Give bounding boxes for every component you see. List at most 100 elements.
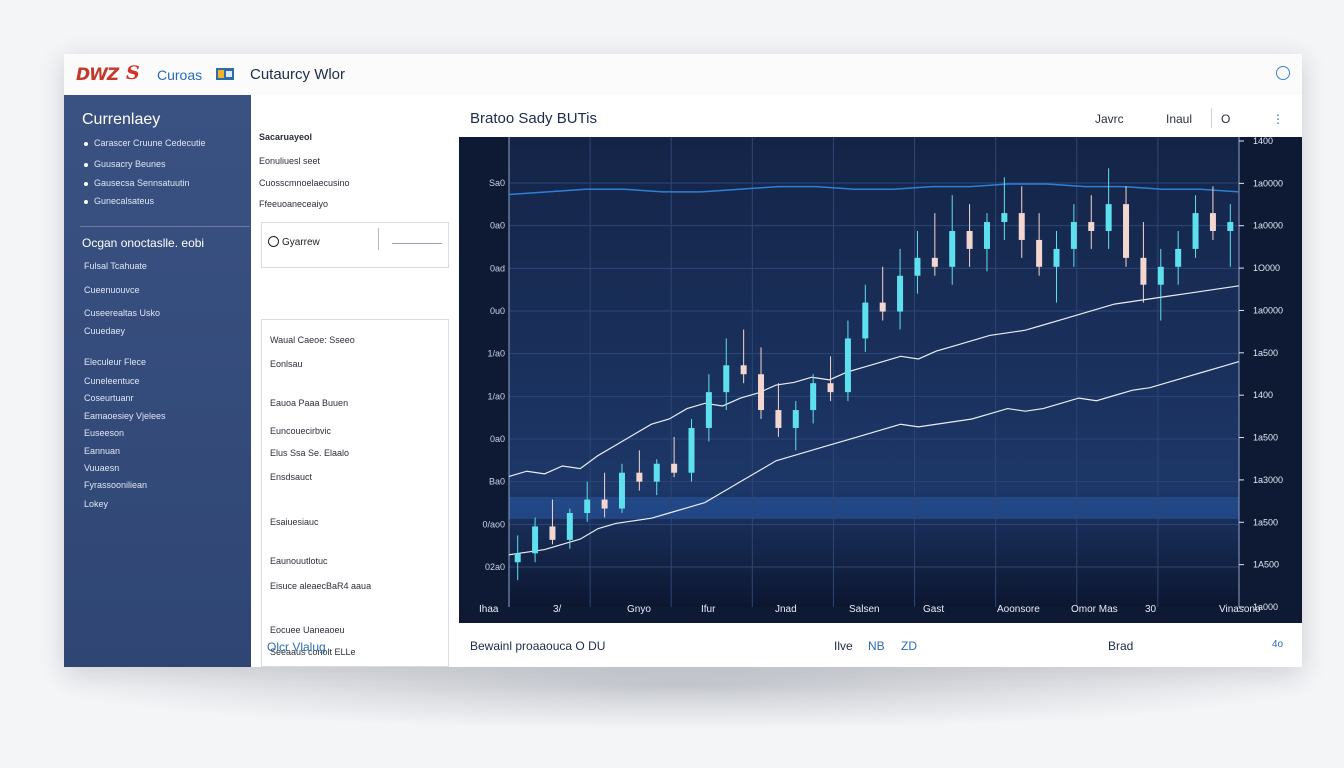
y-tick-label-left: 0a0	[490, 221, 505, 231]
candle-body	[601, 499, 608, 509]
list-item[interactable]: Ensdsauct	[270, 472, 313, 482]
list-item[interactable]: Eauoa Paaa Buuen	[270, 398, 349, 408]
candle-body	[1070, 222, 1077, 249]
y-tick-label-right: 1O000	[1253, 263, 1280, 273]
candle-body	[566, 513, 573, 540]
candle-body	[792, 410, 799, 428]
brand-name[interactable]: Curoas	[157, 67, 203, 83]
search-slider[interactable]	[392, 243, 442, 244]
y-tick-label-right: 1a500	[1253, 433, 1278, 443]
sidebar-item[interactable]: Carascer Cruune Cedecutie	[84, 138, 206, 148]
candle-body	[966, 231, 973, 249]
y-tick-label-left: 0ad	[490, 263, 505, 273]
bullet-icon	[84, 181, 88, 186]
panel-item[interactable]: Cuosscmnoelaecusino	[259, 178, 350, 188]
footer-item[interactable]: Brad	[1108, 639, 1134, 653]
sidebar-sub-item[interactable]: Cuseerealtas Usko	[84, 308, 161, 318]
main-area: Bratoo Sady BUTis Javrc Inaul O ⋮ Sa0 0a0…	[450, 95, 1302, 667]
list-item[interactable]: Elus Ssa Se. Elaalo	[270, 448, 350, 458]
series-line	[508, 360, 1240, 556]
sidebar-sub-item[interactable]: Fulsal Tcahuate	[84, 261, 147, 271]
chart-area[interactable]: Sa0 0a0 0ad 0u0 1/a0 1/a0 0a0 Ba0 0/ao0 02a0 1400 1…	[459, 136, 1302, 623]
sidebar-sub-item[interactable]: Eannuan	[84, 446, 121, 456]
header-more-icon[interactable]: ⋮	[1272, 112, 1284, 126]
list-item[interactable]: Eonlsau	[270, 359, 303, 369]
header-separator	[1211, 108, 1212, 128]
candle-body	[862, 302, 869, 339]
sidebar-sub-item[interactable]: Cuneleentuce	[84, 376, 140, 386]
sidebar-sub-item[interactable]: Vuuaesn	[84, 463, 120, 473]
candle-body	[1105, 204, 1112, 231]
panel-list: Waual Caeoe: Sseeo Eonlsau Eauoa Paaa Bu…	[261, 319, 449, 667]
x-tick-label: Ihaa	[479, 604, 499, 615]
search-text: Gyarrew	[282, 237, 320, 248]
sidebar-sub-item[interactable]: Cueenuouvce	[84, 285, 140, 295]
list-item[interactable]: Esaiuesiauc	[270, 517, 319, 527]
list-item[interactable]: Seeaaus conolt ELLe	[270, 647, 356, 657]
list-item[interactable]: Eocuee Uaneaoeu	[270, 625, 345, 635]
x-tick-label: 30	[1145, 604, 1157, 615]
list-item[interactable]: Euncouecirbvic	[270, 426, 332, 436]
candle-body	[705, 392, 712, 428]
x-tick-label: Vinasono	[1219, 604, 1261, 615]
candle-body	[618, 472, 625, 509]
sidebar-item[interactable]: Gausecsa Sennsatuutin	[84, 178, 190, 188]
candle-body	[671, 463, 678, 473]
user-circle-icon[interactable]	[1276, 66, 1290, 80]
search-input[interactable]: Gyarrew	[261, 222, 449, 268]
y-tick-label-left: 1/a0	[487, 391, 505, 401]
panel-item[interactable]: Eonuliuesl seet	[259, 156, 321, 166]
sidebar-sub-item[interactable]: Euseeson	[84, 428, 125, 438]
candle-body	[983, 222, 990, 249]
footer-item[interactable]: ZD	[901, 639, 917, 653]
y-tick-label-left: Sa0	[489, 178, 505, 188]
candle-body	[549, 526, 556, 540]
y-tick-label-right: 1a500	[1253, 348, 1278, 358]
footer-item[interactable]: NB	[868, 639, 885, 653]
sidebar-item-label: Gausecsa Sennsatuutin	[94, 178, 190, 188]
sidebar-sub-item[interactable]: Lokey	[84, 499, 109, 509]
sidebar-sub-item[interactable]: Cuuedaey	[84, 326, 126, 336]
candle-body	[1157, 266, 1164, 285]
candle-body	[1053, 248, 1060, 267]
footer-item[interactable]: 4o	[1272, 639, 1284, 650]
sidebar-item[interactable]: Gunecalsateus	[84, 196, 154, 206]
candle-body	[1209, 213, 1216, 231]
search-separator	[378, 228, 379, 250]
panel-item[interactable]: Ffeeuoaneceaiyo	[259, 199, 329, 209]
candle-body	[1001, 213, 1008, 223]
footer-item[interactable]: Ilve	[834, 639, 853, 653]
sidebar-sub-item[interactable]: Eleculeur Flece	[84, 357, 147, 367]
candle-body	[1018, 213, 1025, 240]
list-item[interactable]: Waual Caeoe: Sseeo	[270, 335, 355, 345]
y-tick-label-left: 0/ao0	[482, 519, 505, 529]
y-tick-label-right: 1400	[1253, 137, 1273, 146]
header-control-3[interactable]: O	[1221, 112, 1231, 126]
candle-body	[532, 526, 539, 554]
sidebar-item[interactable]: Guusacry Beunes	[84, 159, 166, 169]
y-tick-label-left: 0a0	[490, 434, 505, 444]
y-tick-label-right: 1a0000	[1253, 221, 1283, 231]
logo[interactable]: DWZ	[76, 65, 119, 85]
bullet-icon	[84, 199, 88, 204]
header-control-1[interactable]: Javrc	[1095, 112, 1124, 126]
sidebar-sub-item[interactable]: Coseurtuanr	[84, 393, 134, 403]
y-tick-label-right: 1a0000	[1253, 178, 1283, 188]
candle-body	[740, 365, 747, 375]
sidebar-item-label: Guusacry Beunes	[94, 159, 166, 169]
header-control-2[interactable]: Inaul	[1166, 112, 1193, 126]
list-item[interactable]: Eaunouutlotuc	[270, 556, 328, 566]
sidebar-sub-item[interactable]: Fyrassooniliean	[84, 480, 148, 490]
y-tick-label-left: 0u0	[490, 306, 505, 316]
sidebar-sub-item[interactable]: Eamaoesiey Vjelees	[84, 411, 166, 421]
list-item[interactable]: Eisuce aleaecBaR4 aaua	[270, 581, 372, 591]
series-line	[508, 285, 1240, 478]
y-tick-label-right: 1a0000	[1253, 305, 1283, 315]
footer-status: Bewainl proaaouca O DU	[470, 639, 606, 653]
panel-bottom-link[interactable]: Olcr Vlalug	[267, 640, 326, 654]
candle-body	[1123, 204, 1130, 258]
candle-body	[879, 302, 886, 312]
candle-body	[653, 463, 660, 482]
bullet-icon	[84, 141, 88, 146]
x-tick-label: Salsen	[849, 604, 880, 615]
